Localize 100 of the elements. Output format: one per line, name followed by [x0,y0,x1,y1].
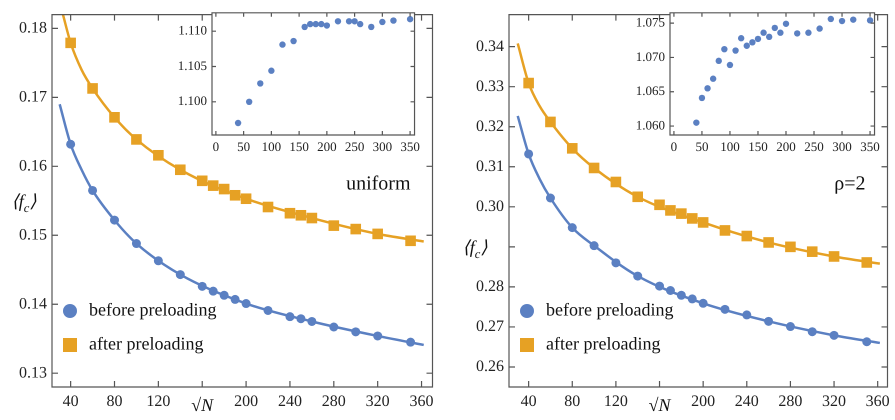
point [240,193,252,204]
point [610,176,622,188]
x-tick-label: 280 [322,392,346,410]
point [786,322,795,332]
point [808,327,817,336]
point [632,191,644,202]
x-tick-label: 50 [237,139,250,154]
legend-label: after preloading [546,334,660,354]
point [318,20,325,28]
x-tick-label: 0 [212,139,220,154]
y-tick-label: 0.13 [19,364,47,382]
point [351,327,360,336]
point [523,78,534,88]
x-tick-label: 300 [372,139,392,154]
y-tick-label: 0.15 [19,226,47,244]
point [405,235,416,246]
point [234,120,242,126]
line-series [62,14,425,243]
point [132,239,141,248]
point [654,200,665,210]
x-tick-label: 40 [520,392,537,410]
x-tick-label: 300 [832,139,852,154]
point [66,140,76,149]
point [738,35,744,42]
annotation: uniform [346,172,411,195]
x-tick-label: 240 [278,392,302,410]
x-tick-label: 200 [691,392,716,410]
x-tick-label: 150 [748,139,768,154]
x-axis-title: √N [648,395,672,415]
point [153,150,164,161]
point [406,338,416,347]
point [721,46,728,52]
x-tick-label: 150 [289,139,309,154]
point [279,41,286,48]
point [176,270,185,280]
point [590,241,599,250]
point [328,220,340,231]
y-tick-label: 1.075 [636,14,665,30]
point [754,36,762,42]
x-tick-label: 320 [366,392,390,410]
point [794,30,800,37]
point [154,256,163,266]
point [88,186,98,195]
point [850,16,856,23]
y-tick-label: 0.32 [476,118,504,135]
x-tick-label: 120 [146,392,170,410]
y-tick-label: 1.110 [178,22,207,38]
y-tick-label: 0.17 [19,88,47,106]
y-tick-label: 0.30 [476,198,504,216]
point [688,294,697,304]
y-tick-label: 0.31 [476,158,504,175]
point [665,205,676,216]
y-tick-label: 1.060 [636,117,665,132]
point [208,286,218,296]
point [866,17,874,24]
x-tick-label: 200 [776,139,796,154]
point [346,18,352,24]
point [356,20,364,28]
point [566,143,578,154]
point [720,225,730,236]
point [324,22,330,29]
point [749,39,756,46]
point [710,76,716,82]
point [230,294,240,304]
point [110,216,120,225]
point [262,202,274,212]
point [242,299,251,308]
point [698,94,706,102]
point [406,16,414,22]
x-tick-label: 280 [778,392,802,410]
legend-label: before preloading [546,300,674,320]
point [777,30,784,36]
x-tick-label: 240 [734,392,759,410]
point [666,286,675,295]
x-tick-label: 120 [604,392,628,410]
point [524,149,534,158]
y-tick-label: 0.16 [19,158,47,175]
point [698,217,708,228]
x-tick-label: 200 [317,139,337,154]
point [87,83,98,94]
point [257,80,264,87]
x-tick-label: 350 [860,139,880,154]
point [732,47,739,54]
x-tick-label: 360 [410,392,434,410]
y-tick-label: 0.27 [476,318,504,336]
point [676,208,687,219]
point [830,330,839,340]
point [379,18,386,26]
point [246,98,252,105]
y-tick-label: 0.34 [476,38,504,55]
point [698,298,708,308]
point [838,18,846,24]
point [828,16,834,22]
point [230,190,240,201]
point [65,38,76,48]
point [785,242,796,252]
point [284,208,296,219]
line-series [516,42,882,265]
point [264,306,273,315]
point [196,176,208,186]
